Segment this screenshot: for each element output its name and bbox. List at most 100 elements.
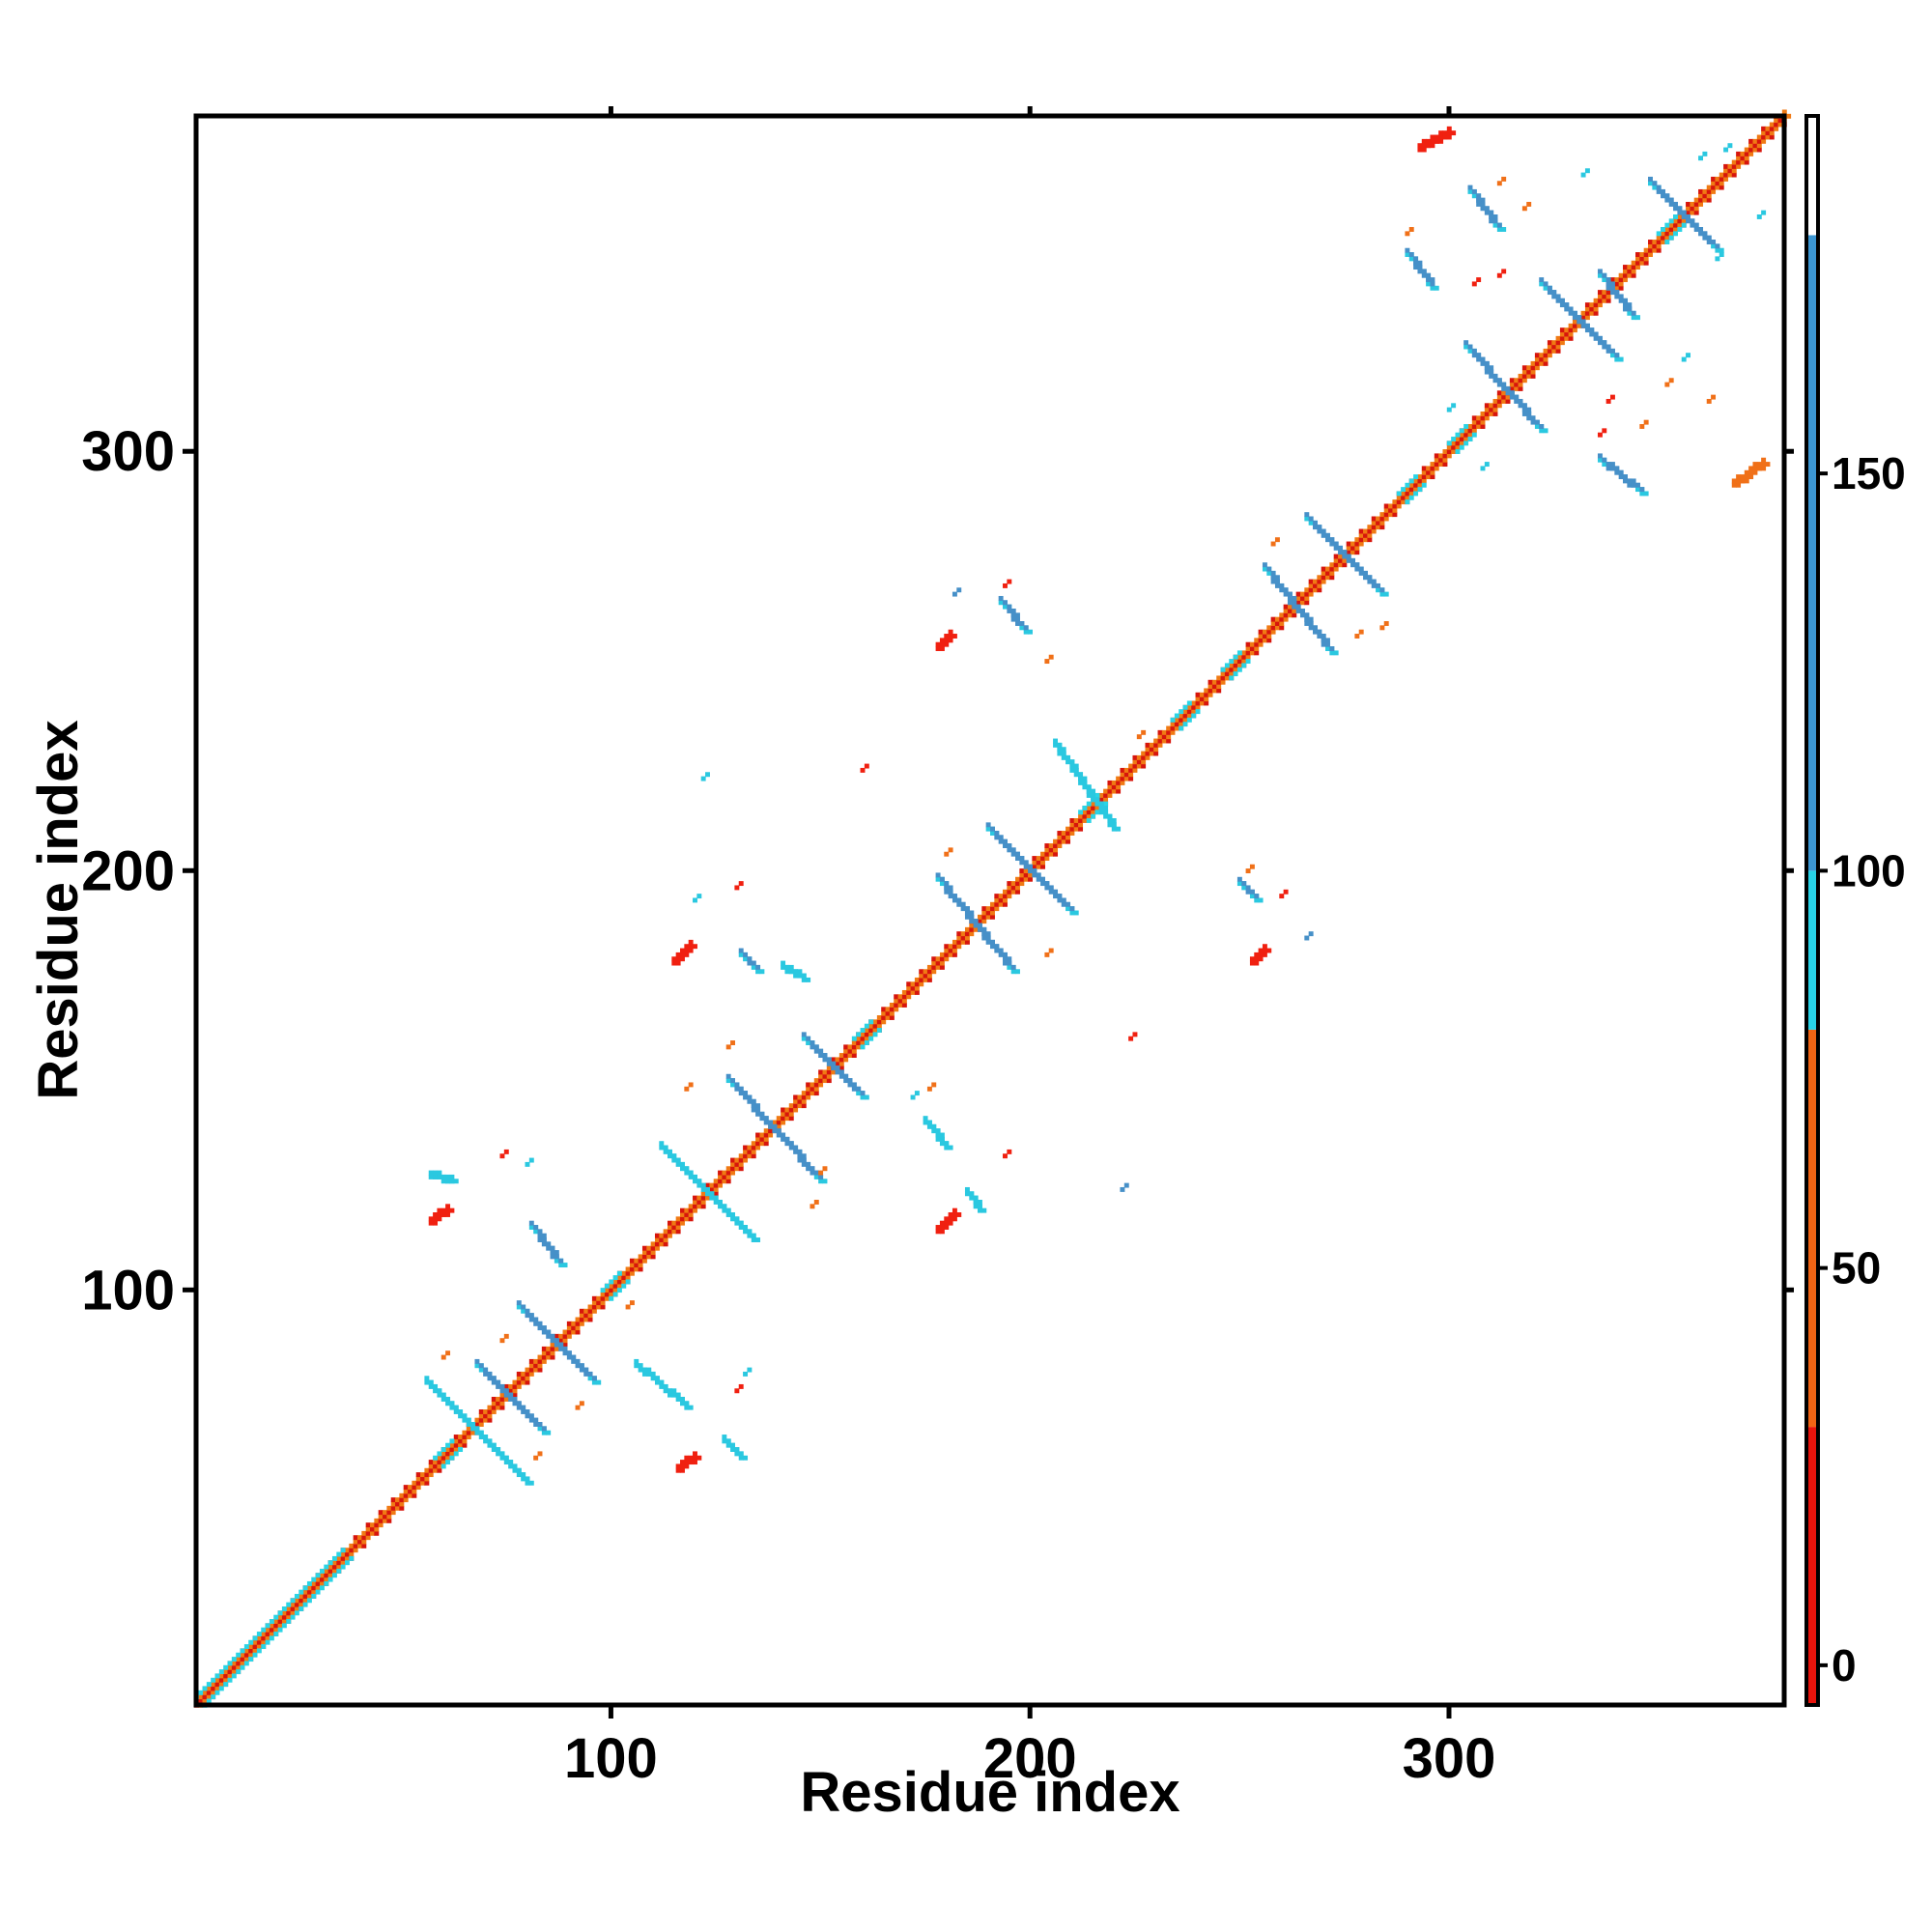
contact-cell <box>806 977 811 982</box>
diagonal-cell <box>847 1048 853 1054</box>
diagonal-cell <box>546 1346 552 1351</box>
contact-cell <box>428 1170 434 1176</box>
contact-cell <box>1270 541 1276 547</box>
diagonal-cell <box>1329 566 1335 572</box>
contact-cell <box>1526 415 1532 421</box>
contact-cell <box>1484 369 1490 375</box>
diagonal-cell <box>1295 600 1301 606</box>
contact-cell <box>496 1451 501 1457</box>
contact-cell <box>525 1308 530 1314</box>
diagonal-cell <box>1643 256 1649 262</box>
diagonal-cell <box>612 1292 618 1297</box>
contact-cell <box>1580 172 1586 178</box>
diagonal-cell <box>1526 365 1532 371</box>
contact-cell <box>1003 600 1008 606</box>
contact-cell <box>772 1128 778 1134</box>
diagonal-cell <box>458 1447 464 1453</box>
contact-cell <box>784 964 790 970</box>
contact-cell <box>696 894 702 899</box>
contact-cell <box>1631 482 1636 488</box>
diagonal-cell <box>1073 818 1079 823</box>
contact-cell <box>1053 742 1059 748</box>
diagonal-cell <box>327 1564 333 1570</box>
contact-cell <box>939 1220 945 1226</box>
contact-cell <box>956 901 962 907</box>
contact-cell <box>554 1258 559 1264</box>
contact-cell <box>1698 227 1704 232</box>
contact-cell <box>1376 587 1381 593</box>
contact-cell <box>1098 801 1104 807</box>
diagonal-cell <box>1723 163 1729 169</box>
contact-cell <box>684 1401 690 1406</box>
diagonal-cell <box>1509 382 1515 387</box>
diagonal-cell <box>408 1489 412 1494</box>
contact-cell <box>1593 335 1599 341</box>
contact-cell <box>528 1157 534 1163</box>
contact-cell <box>1426 143 1432 149</box>
contact-cell <box>755 1103 761 1109</box>
contact-cell <box>1028 864 1033 869</box>
diagonal-cell <box>901 1002 907 1008</box>
diagonal-cell <box>575 1321 581 1326</box>
diagonal-cell <box>344 1551 350 1557</box>
diagonal-cell <box>516 1371 522 1377</box>
contact-cell <box>1715 243 1720 249</box>
diagonal-cell <box>725 1179 731 1184</box>
contact-cell <box>1639 491 1645 497</box>
contact-cell <box>675 1161 681 1167</box>
contact-cell <box>541 1237 547 1242</box>
diagonal-cell <box>587 1317 593 1322</box>
diagonal-cell <box>960 935 966 941</box>
diagonal-cell <box>1618 277 1624 283</box>
diagonal-cell <box>1438 462 1444 468</box>
diagonal-cell <box>1229 667 1235 672</box>
contact-cell <box>558 1263 564 1268</box>
diagonal-cell <box>675 1229 681 1235</box>
diagonal-cell <box>671 1229 677 1235</box>
diagonal-cell <box>1236 654 1242 660</box>
contact-cell <box>1618 294 1624 299</box>
diagonal-cell <box>944 944 950 950</box>
contact-cell <box>1342 550 1348 555</box>
diagonal-cell <box>306 1598 312 1604</box>
contact-cell <box>1405 231 1410 237</box>
diagonal-cell <box>528 1358 534 1364</box>
contact-cell <box>1304 612 1310 618</box>
contact-cell <box>558 1258 564 1264</box>
diagonal-cell <box>801 1091 807 1096</box>
diagonal-cell <box>1274 621 1280 626</box>
diagonal-cell <box>1484 407 1490 412</box>
diagonal-cell <box>1153 747 1159 753</box>
diagonal-cell <box>437 1467 442 1473</box>
diagonal-cell <box>684 1216 690 1222</box>
contact-cell <box>433 1212 439 1217</box>
diagonal-cell <box>1673 227 1678 232</box>
diagonal-cell <box>449 1451 455 1457</box>
diagonal-cell <box>960 939 966 945</box>
contact-cell <box>1069 906 1075 912</box>
contact-cell <box>743 1225 749 1230</box>
diagonal-cell <box>378 1514 384 1520</box>
contact-cell <box>781 1132 786 1138</box>
diagonal-cell <box>420 1480 426 1486</box>
contact-cell <box>822 1179 828 1184</box>
diagonal-cell <box>1258 634 1264 639</box>
diagonal-cell <box>1643 260 1649 266</box>
diagonal-cell <box>1518 373 1523 379</box>
diagonal-cell <box>693 1208 697 1213</box>
contact-cell <box>1480 360 1486 366</box>
diagonal-cell <box>931 964 937 970</box>
diagonal-cell <box>675 1220 681 1226</box>
diagonal-cell <box>449 1442 455 1448</box>
contact-cell <box>516 1405 522 1410</box>
contact-cell <box>1032 872 1037 878</box>
contact-cell <box>541 1233 547 1238</box>
contact-cell <box>1748 466 1754 471</box>
diagonal-cell <box>327 1560 333 1566</box>
diagonal-cell <box>709 1186 715 1192</box>
contact-cell <box>1568 306 1574 312</box>
diagonal-cell <box>311 1577 317 1582</box>
diagonal-cell <box>1019 868 1025 874</box>
diagonal-cell <box>1605 290 1611 296</box>
diagonal-cell <box>466 1430 471 1435</box>
